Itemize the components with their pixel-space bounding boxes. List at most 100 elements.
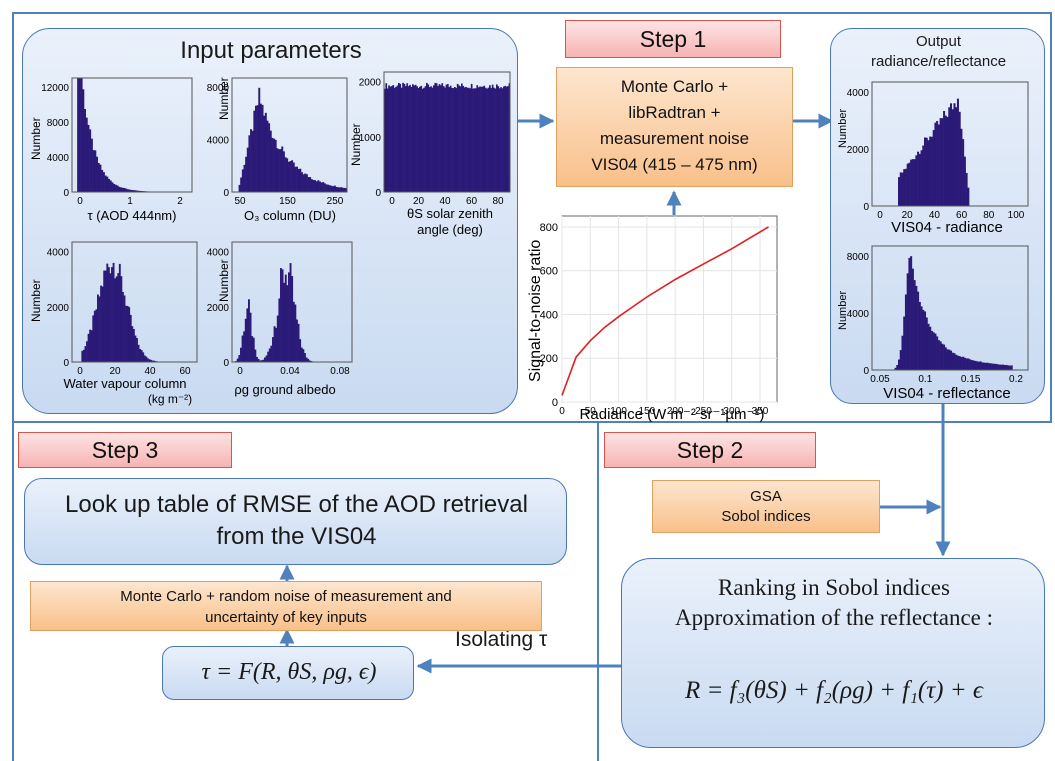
hist-wv-bar xyxy=(134,335,137,362)
hist-ref-bar xyxy=(974,360,977,370)
hist-aod-bar xyxy=(111,182,114,192)
hist-sza-bar xyxy=(497,86,500,192)
hist-o3-bar xyxy=(315,181,318,192)
hist-ref-bar xyxy=(930,330,933,370)
hist-wv-bar xyxy=(145,356,148,362)
hist-o3-bar xyxy=(274,139,277,192)
hist-wv-bar xyxy=(104,270,107,362)
hist-reflectance-svg: Number 0 4000 8000 0.05 0.1 0.15 0.2 VIS04 - … xyxy=(837,245,1029,402)
hist-sza-bar xyxy=(462,85,465,192)
hist-o3-bar xyxy=(338,187,341,192)
hist-rad-bars xyxy=(898,98,970,206)
hist-wv-bar xyxy=(84,346,87,362)
hist-o3-bar xyxy=(328,185,331,192)
hist-albedo-bar xyxy=(294,304,297,362)
hist-aod-bar xyxy=(102,172,105,192)
hist-o3-bar xyxy=(320,182,323,192)
hist-o3-bar xyxy=(268,123,271,192)
hist-sza-bar xyxy=(500,87,502,192)
hist-albedo-bar xyxy=(300,347,303,362)
hist-ref-bar xyxy=(918,301,921,370)
hist-albedo-bar xyxy=(273,326,276,362)
hist-rad-bar xyxy=(911,159,914,206)
step1-process-box: Monte Carlo + libRadtran + measurement n… xyxy=(556,67,793,187)
hist-wv-bar xyxy=(150,359,152,362)
snr-curve xyxy=(561,226,769,396)
hist-wv-bar xyxy=(148,359,151,362)
hist-o3-bar xyxy=(250,129,253,192)
hist-sza-bar xyxy=(449,85,452,192)
hist-sza-bar xyxy=(490,87,493,192)
hist-aod-bar xyxy=(94,150,97,192)
hist-ref-bar xyxy=(963,357,966,370)
step1-line2: libRadtran + xyxy=(628,103,721,122)
hist-sza-bar xyxy=(435,83,438,192)
hist-o3-bar xyxy=(345,188,348,192)
hist-sza-bar xyxy=(384,88,386,192)
hist-aod-bar xyxy=(133,190,136,192)
hist-rad-bar xyxy=(927,140,930,206)
snr-ytick: 800 xyxy=(540,222,558,234)
hist-o3-bar xyxy=(309,177,312,192)
hist-o3-bar xyxy=(314,180,317,192)
hist-sza-ytick: 2000 xyxy=(359,78,382,89)
hist-o3-bar xyxy=(255,105,257,192)
hist-ref-bar xyxy=(932,332,935,370)
hist-sza-bar xyxy=(437,85,439,192)
hist-ref-bar xyxy=(915,285,918,370)
hist-albedo-bar xyxy=(259,360,262,362)
snr-xtick: 150 xyxy=(639,406,656,417)
hist-sza-bar xyxy=(489,85,491,192)
hist-o3-bar xyxy=(302,174,305,192)
hist-aod-bar xyxy=(87,124,90,192)
hist-sza-bar xyxy=(399,83,402,192)
mc-line2: uncertainty of key inputs xyxy=(205,609,367,626)
hist-sza-bar xyxy=(486,88,488,192)
hist-sza-bar xyxy=(445,84,448,192)
hist-sza-bar xyxy=(451,87,453,192)
hist-o3-bar xyxy=(342,187,345,192)
hist-wv-bar xyxy=(97,294,99,362)
hist-sza-bar xyxy=(434,82,437,192)
hist-wv-bar xyxy=(139,349,142,362)
hist-albedo-bar xyxy=(302,349,305,362)
snr-gridlines xyxy=(561,216,777,403)
hist-albedo-bar xyxy=(264,357,266,362)
hist-aod-bar xyxy=(85,117,88,192)
hist-sza-bar xyxy=(388,85,390,192)
hist-o3-bar xyxy=(248,135,251,192)
hist-albedo-ytick: 4000 xyxy=(207,248,230,259)
hist-albedo-ytick: 2000 xyxy=(207,303,230,314)
snr-chart-svg: 0 200 400 600 800 0 50 100 150 200 250 300 350 Sign… xyxy=(527,215,778,423)
hist-ref-bar xyxy=(955,354,958,370)
step1-line3: measurement noise xyxy=(599,129,750,148)
hist-albedo-xticks: 0 0.04 0.08 xyxy=(237,366,350,377)
hist-wv-bar xyxy=(103,270,106,362)
hist-aod-bar xyxy=(92,150,95,192)
hist-albedo-bar xyxy=(296,319,298,362)
hist-albedo-bar xyxy=(288,272,290,362)
hist-rad-bar xyxy=(898,177,901,206)
input-panel-title: Input parameters xyxy=(180,37,362,64)
hist-ref-bar xyxy=(991,363,994,370)
hist-ref-bar xyxy=(903,316,906,370)
hist-aod-bar xyxy=(126,189,129,192)
hist-o3-xtick: 250 xyxy=(327,196,344,207)
hist-sza-ytick: 1000 xyxy=(359,133,382,144)
hist-albedo-xtick: 0.08 xyxy=(330,366,350,377)
hist-albedo-xtick: 0 xyxy=(237,366,243,377)
hist-rad-xlabel: VIS04 - radiance xyxy=(891,219,1003,236)
snr-xlabel: Radiance (W m⁻² sr⁻¹µm⁻¹) xyxy=(580,406,765,423)
hist-o3-bar xyxy=(340,187,343,192)
hist-aod-xtick: 2 xyxy=(177,196,183,207)
hist-sza-bar xyxy=(493,87,495,192)
hist-albedo: Number 0 2000 4000 0 0.04 0.08 ρg ground alb… xyxy=(190,232,365,409)
gsa-line1: GSA xyxy=(750,488,782,505)
hist-o3-bars xyxy=(238,87,348,192)
hist-albedo-bar xyxy=(278,298,281,362)
hist-wv-bar xyxy=(118,263,121,362)
hist-albedo-bar xyxy=(267,351,270,362)
snr-ylabel: Signal-to-noise ratio xyxy=(527,240,544,382)
hist-aod-bar xyxy=(89,129,92,192)
hist-ref-bars xyxy=(894,256,1013,370)
